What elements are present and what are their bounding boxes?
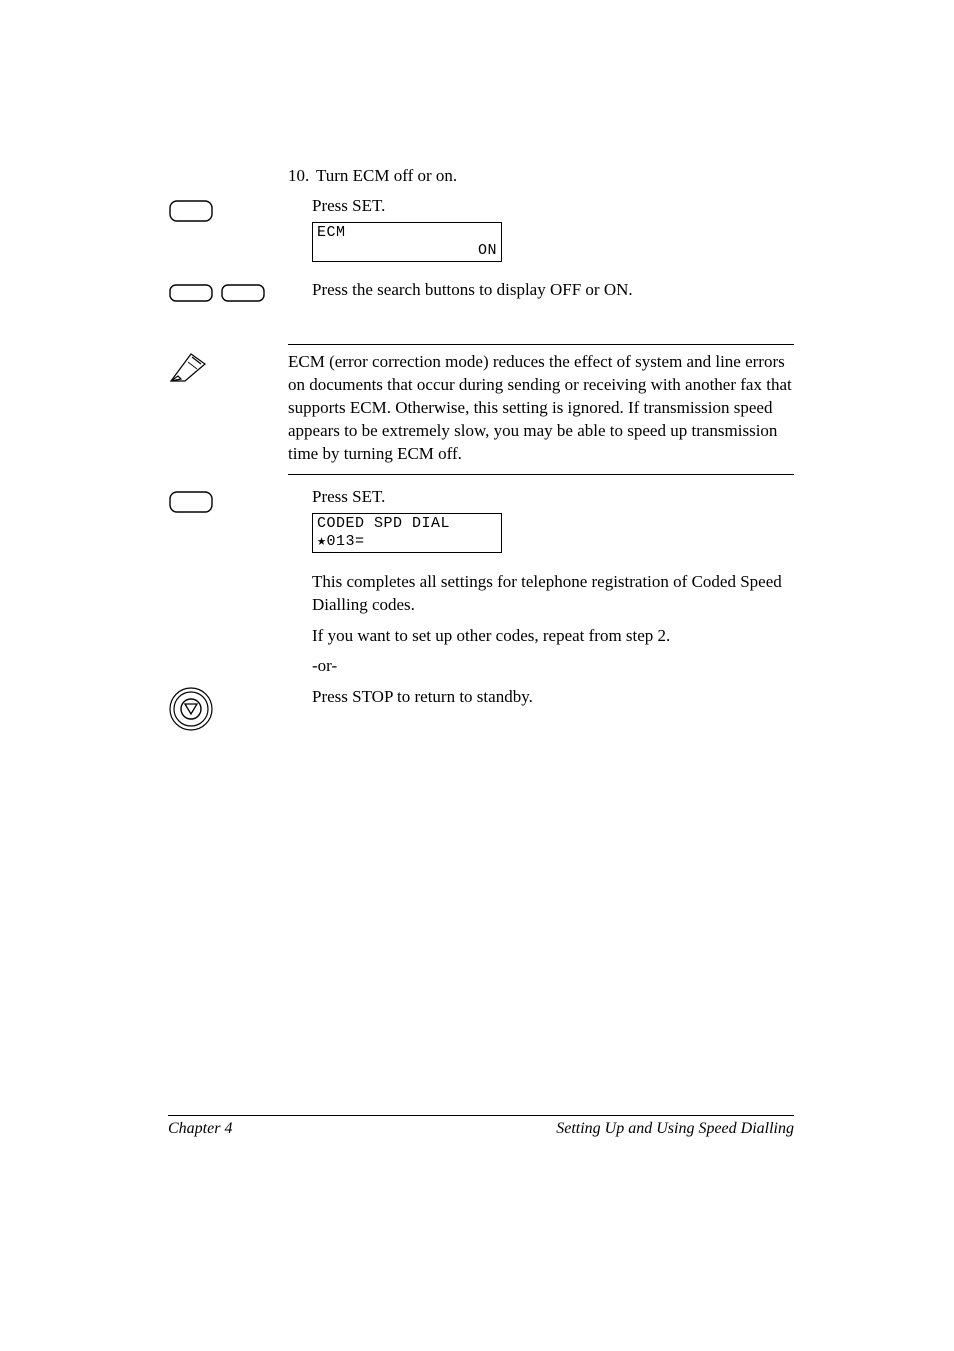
stop-icon — [168, 686, 214, 732]
press-set-2-text: Press SET. — [312, 487, 794, 507]
press-stop-row: Press STOP to return to standby. — [168, 686, 794, 732]
step-10-text-col: 10. Turn ECM off or on. — [288, 165, 794, 188]
note-row: ECM (error correction mode) reduces the … — [168, 340, 794, 475]
note-bottom-rule — [288, 474, 794, 475]
footer-rule — [168, 1115, 794, 1116]
lcd1-line1: ECM — [317, 224, 497, 242]
note-top-rule — [288, 344, 794, 345]
note-icon-col — [168, 340, 288, 384]
press-stop-text: Press STOP to return to standby. — [312, 686, 794, 709]
lcd-display-2: CODED SPD DIAL ★013= — [312, 513, 502, 553]
set-button-icon-col — [168, 196, 288, 226]
lcd-display-1: ECM ON — [312, 222, 502, 262]
lcd2-line1: CODED SPD DIAL — [317, 515, 497, 533]
press-set-1-text: Press SET. — [312, 196, 794, 216]
completes-col: This completes all settings for telephon… — [288, 571, 794, 679]
button-icon — [168, 198, 214, 226]
search-buttons-icon — [168, 282, 268, 306]
completes-text: This completes all settings for telephon… — [312, 571, 794, 617]
press-stop-col: Press STOP to return to standby. — [288, 686, 794, 709]
note-text-col: ECM (error correction mode) reduces the … — [288, 340, 794, 475]
step-10-number: 10. — [288, 165, 312, 188]
search-text-col: Press the search buttons to display OFF … — [288, 280, 794, 300]
press-set-2-col: Press SET. CODED SPD DIAL ★013= — [288, 487, 794, 553]
step-10-row: 10. Turn ECM off or on. — [168, 165, 794, 188]
content-area: 10. Turn ECM off or on. Press SET. ECM O… — [168, 165, 794, 732]
or-text: -or- — [312, 655, 794, 678]
step-10-text: Turn ECM off or on. — [316, 166, 457, 185]
completes-row: This completes all settings for telephon… — [168, 571, 794, 679]
step-10-line: 10. Turn ECM off or on. — [288, 166, 457, 185]
press-set-2-row: Press SET. CODED SPD DIAL ★013= — [168, 487, 794, 553]
stop-icon-col — [168, 686, 288, 732]
lcd2-line2: ★013= — [317, 533, 497, 551]
button-icon — [168, 489, 214, 517]
note-body: ECM (error correction mode) reduces the … — [288, 351, 794, 466]
set-button-2-icon-col — [168, 487, 288, 517]
footer-left: Chapter 4 — [168, 1120, 232, 1138]
search-text: Press the search buttons to display OFF … — [312, 280, 794, 300]
press-set-1-col: Press SET. ECM ON — [288, 196, 794, 262]
page-footer: Chapter 4 Setting Up and Using Speed Dia… — [168, 1115, 794, 1138]
note-icon — [168, 350, 208, 384]
footer-right: Setting Up and Using Speed Dialling — [556, 1120, 794, 1138]
press-set-1-row: Press SET. ECM ON — [168, 196, 794, 262]
lcd1-line2: ON — [317, 242, 497, 260]
search-buttons-icon-col — [168, 280, 288, 306]
repeat-text: If you want to set up other codes, repea… — [312, 625, 794, 648]
page: 10. Turn ECM off or on. Press SET. ECM O… — [0, 0, 954, 1351]
footer-text-row: Chapter 4 Setting Up and Using Speed Dia… — [168, 1120, 794, 1138]
search-row: Press the search buttons to display OFF … — [168, 280, 794, 306]
